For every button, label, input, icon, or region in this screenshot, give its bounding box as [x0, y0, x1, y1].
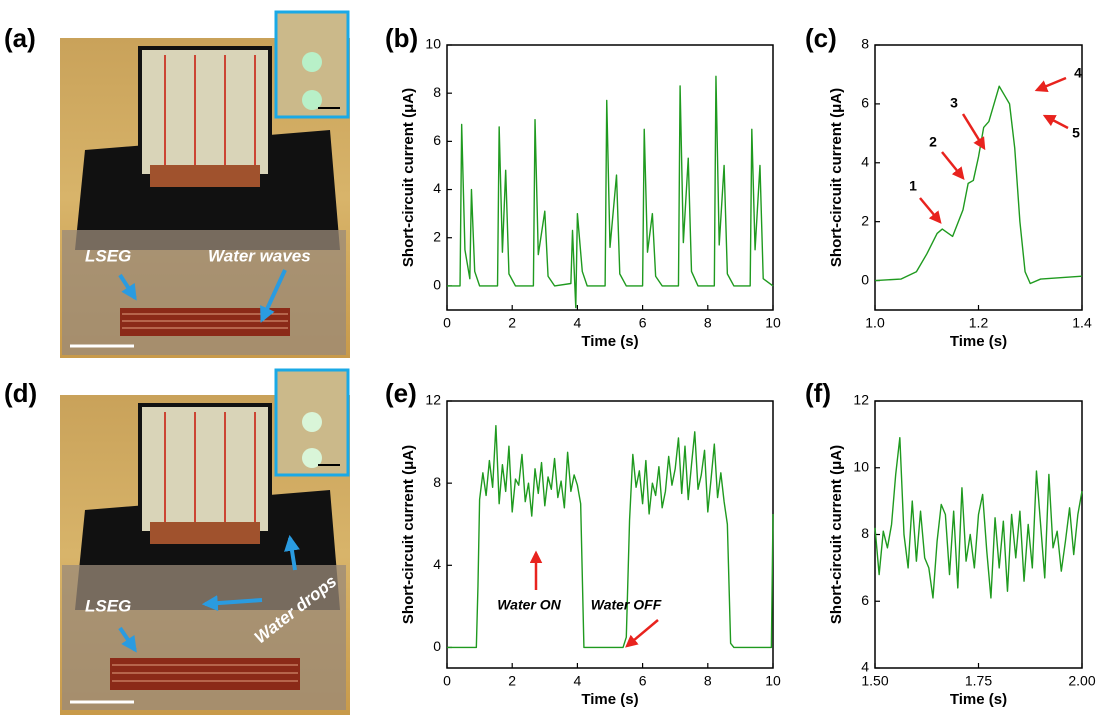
line-series	[874, 437, 1083, 599]
annotation-arrow	[941, 151, 965, 180]
x-tick-label: 4	[574, 315, 582, 331]
x-tick-label: 10	[765, 673, 781, 689]
annotation: Water ON	[497, 597, 561, 613]
panel-label: (c)	[805, 23, 837, 53]
annotation-arrow	[1034, 76, 1067, 92]
photo-a: (a) LSEG Water waves	[4, 10, 350, 358]
y-tick-label: 4	[861, 153, 869, 169]
x-tick-label: 8	[704, 673, 712, 689]
annotation: 5	[1072, 125, 1080, 141]
line-series	[874, 85, 1083, 285]
y-tick-label: 4	[433, 556, 441, 572]
y-tick-label: 8	[861, 36, 869, 52]
y-tick-label: 4	[433, 180, 441, 196]
x-tick-label: 2	[508, 673, 516, 689]
x-tick-label: 1.0	[865, 315, 885, 331]
photo-annotation: Water waves	[208, 246, 311, 265]
x-tick-label: 0	[443, 315, 451, 331]
x-tick-label: 1.75	[965, 673, 992, 689]
annotation: 1	[909, 178, 917, 194]
y-tick-label: 6	[861, 592, 869, 608]
y-tick-label: 0	[433, 277, 441, 293]
x-axis-label: Time (s)	[950, 333, 1007, 350]
panel-label: (f)	[805, 378, 831, 408]
panel-label: (a)	[4, 23, 36, 53]
annotation: 4	[1074, 65, 1082, 81]
x-tick-label: 1.50	[861, 673, 888, 689]
annotation: 3	[950, 95, 958, 111]
y-axis-label: Short-circuit current (μA)	[828, 88, 845, 267]
x-tick-label: 2.00	[1068, 673, 1095, 689]
x-tick-label: 2	[508, 315, 516, 331]
y-tick-label: 8	[433, 84, 441, 100]
x-tick-label: 4	[574, 673, 582, 689]
y-tick-label: 0	[861, 271, 869, 287]
y-tick-label: 8	[433, 474, 441, 490]
x-axis-label: Time (s)	[950, 691, 1007, 708]
y-tick-label: 4	[861, 659, 869, 675]
y-axis-label: Short-circuit current (μA)	[400, 445, 417, 624]
y-tick-label: 2	[433, 228, 441, 244]
y-axis-label: Short-circuit current (μA)	[828, 445, 845, 624]
line-series	[447, 75, 774, 309]
x-tick-label: 8	[704, 315, 712, 331]
x-tick-label: 6	[639, 315, 647, 331]
x-tick-label: 10	[765, 315, 781, 331]
y-tick-label: 8	[861, 525, 869, 541]
y-tick-label: 6	[861, 95, 869, 111]
y-tick-label: 10	[425, 36, 441, 52]
x-axis-label: Time (s)	[581, 333, 638, 350]
annotation: 2	[929, 134, 937, 150]
y-tick-label: 12	[853, 392, 869, 408]
y-tick-label: 6	[433, 132, 441, 148]
annotation-arrow	[625, 619, 659, 648]
y-tick-label: 2	[861, 212, 869, 228]
plot-frame	[874, 400, 1083, 669]
annotation-arrow	[919, 197, 942, 224]
annotation-arrow	[961, 113, 986, 151]
y-tick-label: 12	[425, 392, 441, 408]
annotation: Water OFF	[591, 597, 662, 613]
y-tick-label: 0	[433, 638, 441, 654]
x-tick-label: 0	[443, 673, 451, 689]
x-tick-label: 6	[639, 673, 647, 689]
y-tick-label: 10	[853, 458, 869, 474]
panel-label: (d)	[4, 378, 37, 408]
panel-label: (b)	[385, 23, 418, 53]
y-axis-label: Short-circuit current (μA)	[400, 88, 417, 267]
x-tick-label: 1.2	[969, 315, 989, 331]
x-axis-label: Time (s)	[581, 691, 638, 708]
annotation-arrow	[1042, 114, 1069, 130]
plot-frame	[446, 44, 774, 311]
panel-label: (e)	[385, 378, 417, 408]
photo-annotation: LSEG	[85, 246, 131, 265]
line-series	[447, 424, 774, 649]
photo-annotation: LSEG	[85, 596, 131, 615]
x-tick-label: 1.4	[1072, 315, 1092, 331]
photo-d: (d) LSEG Water drops	[4, 368, 350, 715]
